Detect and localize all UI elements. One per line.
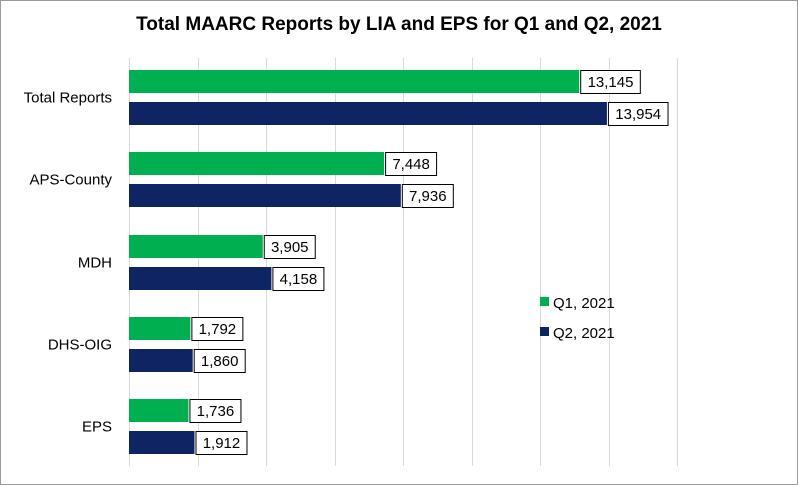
data-label: 4,158 xyxy=(280,271,318,288)
data-label: 1,860 xyxy=(201,353,239,370)
data-label: 13,954 xyxy=(615,106,661,123)
bar xyxy=(129,431,195,454)
data-label: 7,936 xyxy=(409,188,447,205)
bar xyxy=(129,184,401,207)
data-label-box xyxy=(263,235,316,259)
bar xyxy=(129,70,580,93)
bar xyxy=(129,317,191,340)
bar xyxy=(129,349,193,372)
bar xyxy=(129,235,263,258)
bar xyxy=(129,399,189,422)
data-label-box xyxy=(580,70,641,94)
category-label: DHS-OIG xyxy=(48,337,112,354)
data-label: 13,145 xyxy=(588,74,634,91)
bar xyxy=(129,267,272,290)
data-label: 1,736 xyxy=(197,403,235,420)
category-label: MDH xyxy=(78,255,112,272)
legend-label: Q2, 2021 xyxy=(553,325,615,342)
bar xyxy=(129,102,607,125)
legend-swatch xyxy=(540,297,549,306)
data-label-box xyxy=(193,349,246,373)
category-label: APS-County xyxy=(29,172,112,189)
data-label-box xyxy=(401,184,454,208)
category-label: EPS xyxy=(82,419,112,436)
bar xyxy=(129,152,385,175)
data-label-box xyxy=(607,102,669,126)
data-label-box xyxy=(195,431,248,455)
legend-label: Q1, 2021 xyxy=(553,295,615,312)
data-label-box xyxy=(191,317,244,341)
data-label: 1,792 xyxy=(199,321,237,338)
data-label: 1,912 xyxy=(203,435,241,452)
data-label: 3,905 xyxy=(271,239,309,256)
data-label-box xyxy=(272,267,325,291)
data-label-box xyxy=(189,399,242,423)
category-label: Total Reports xyxy=(24,90,112,107)
chart-title: Total MAARC Reports by LIA and EPS for Q… xyxy=(136,14,662,35)
legend-swatch xyxy=(540,327,549,336)
data-label: 7,448 xyxy=(392,156,430,173)
data-label-box xyxy=(385,152,438,176)
